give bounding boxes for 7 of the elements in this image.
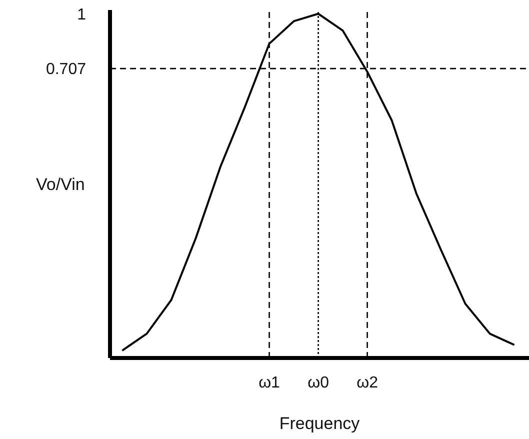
x-tick-label: ω0 [308,374,330,392]
x-tick-label: ω1 [258,374,280,392]
y-axis-title: Vo/Vin [36,175,85,194]
x-axis-title: Frequency [279,414,360,433]
y-tick-label: 0.707 [46,61,86,78]
y-tick-label: 1 [77,6,86,24]
x-tick-label: ω2 [356,374,378,392]
